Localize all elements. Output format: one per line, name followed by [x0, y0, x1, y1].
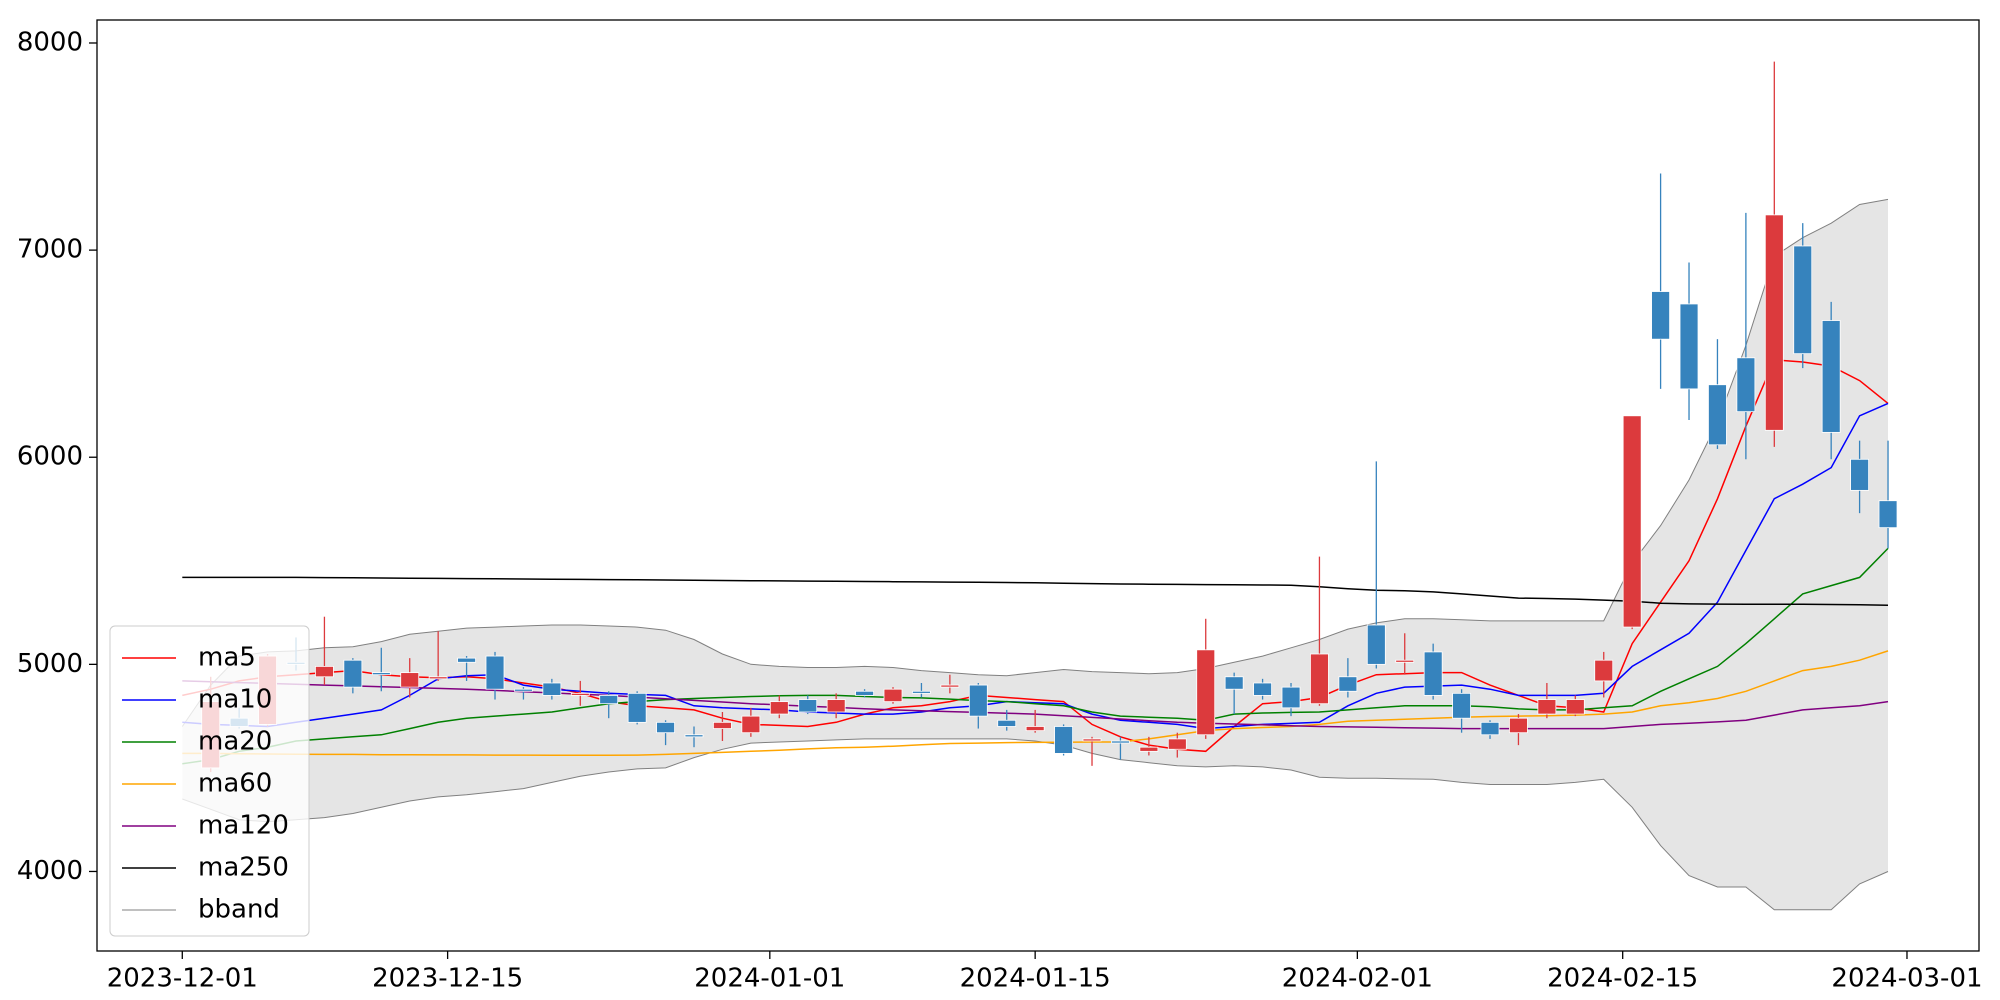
legend: ma5 ma10 ma20 ma60 ma120 ma250 bband — [109, 625, 310, 937]
candle-body — [1850, 458, 1869, 491]
candle-body — [1480, 721, 1500, 736]
legend-label: bband — [198, 895, 280, 925]
candle-body — [343, 659, 363, 688]
bband-lower — [182, 738, 1889, 911]
x-tick-label: 2024-01-01 — [694, 964, 845, 994]
y-tick-label: 5000 — [17, 649, 83, 679]
candle-body — [599, 695, 619, 705]
ma-line — [182, 650, 1889, 757]
candle-body — [542, 682, 562, 696]
ma-line — [182, 547, 1889, 765]
candle-body — [1423, 651, 1443, 696]
candle-body — [1565, 699, 1585, 715]
candle-body — [514, 688, 533, 692]
legend-label: ma120 — [198, 811, 289, 841]
y-tick-label: 4000 — [17, 856, 83, 886]
candle-body — [1196, 649, 1216, 736]
y-tick-label: 7000 — [17, 235, 83, 265]
candle-body — [684, 734, 704, 738]
legend-label: ma60 — [198, 769, 272, 799]
candle-body — [1224, 676, 1244, 690]
candle-body — [371, 672, 391, 676]
candle-body — [1452, 692, 1471, 719]
ma-line — [182, 576, 1889, 607]
candle-body — [1025, 726, 1045, 732]
candle-body — [741, 715, 761, 734]
candle-body — [1054, 726, 1073, 754]
x-tick-label: 2024-02-01 — [1282, 964, 1433, 994]
x-tick-label: 2024-01-15 — [960, 964, 1111, 994]
candle-body — [940, 684, 960, 688]
candle-body — [912, 690, 931, 694]
candle-body — [826, 699, 846, 713]
candle-body — [798, 699, 818, 713]
candle-body — [1651, 291, 1670, 340]
candle-body — [1509, 717, 1528, 734]
x-tick-label: 2024-02-15 — [1547, 964, 1698, 994]
x-tick-label: 2023-12-01 — [107, 964, 258, 994]
x-tick-label: 2024-03-01 — [1831, 964, 1982, 994]
candle-body — [1764, 214, 1784, 431]
candle-body — [769, 701, 789, 715]
candle-body — [1139, 746, 1159, 752]
candle-body — [1366, 624, 1386, 665]
candle-body — [1736, 357, 1756, 413]
candle-body — [1708, 384, 1727, 446]
candle-body — [1537, 699, 1557, 715]
candle-body — [457, 657, 476, 663]
candle-body — [713, 721, 732, 729]
candle-body — [1281, 686, 1301, 709]
candle-body — [656, 721, 675, 734]
legend-label: ma5 — [198, 643, 256, 673]
legend-label: ma10 — [198, 685, 272, 715]
candle-body — [1793, 245, 1813, 355]
legend-label: ma250 — [198, 853, 289, 883]
candle-body — [400, 672, 420, 688]
candle-body — [997, 719, 1017, 727]
candle-body — [1679, 303, 1699, 390]
legend-box — [109, 625, 310, 937]
candle-body — [883, 688, 903, 703]
candle-body — [485, 655, 505, 690]
candle-body — [1111, 740, 1130, 744]
candle-body — [1594, 659, 1614, 682]
candle-body — [1310, 653, 1329, 705]
plot-area — [181, 61, 1898, 911]
axes-frame — [96, 19, 1980, 952]
candle-body — [855, 690, 874, 696]
candle-body — [1878, 500, 1898, 529]
candle-body — [1253, 682, 1272, 696]
candle-body — [428, 676, 448, 680]
candle-body — [968, 684, 988, 717]
candle-body — [627, 692, 647, 723]
candle-body — [1338, 676, 1358, 692]
y-tick-label: 8000 — [17, 27, 83, 57]
candle-body — [1167, 738, 1187, 750]
axes: 4000 5000 6000 7000 8000 2023-12-01 2023-12-15… — [17, 27, 1983, 993]
y-tick-label: 6000 — [17, 442, 83, 472]
legend-label: ma20 — [198, 727, 272, 757]
x-tick-label: 2023-12-15 — [372, 964, 523, 994]
candle-body — [1821, 320, 1841, 433]
candle-body — [570, 692, 590, 696]
candle-body — [1395, 659, 1415, 663]
candle-body — [315, 666, 334, 678]
bband-upper — [181, 198, 1889, 727]
candle-body — [1082, 738, 1102, 742]
candle-body — [1622, 415, 1642, 628]
